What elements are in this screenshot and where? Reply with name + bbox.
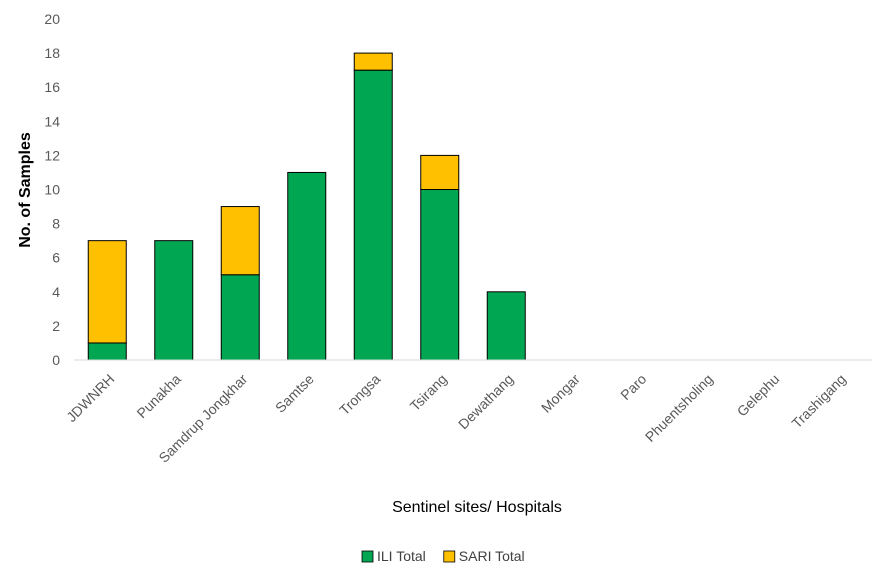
bar-sari-jdwnrh [87, 240, 127, 344]
legend-swatch [361, 550, 374, 563]
y-tick-label: 10 [44, 182, 60, 198]
x-tick-label: Trongsa [336, 371, 383, 418]
y-axis-ticks: 0 2 4 6 8 10 12 14 16 18 20 [44, 11, 60, 368]
bar-ili-tsirang [420, 189, 460, 361]
y-tick-label: 0 [52, 352, 60, 368]
bar-ili-jdwnrh [87, 342, 127, 361]
x-tick-label: Samtse [272, 371, 317, 416]
legend-swatch [443, 550, 456, 563]
bar-ili-samtse [287, 171, 327, 361]
x-tick-label: Gelephu [734, 371, 783, 420]
x-tick-label: Tsirang [407, 371, 450, 414]
x-tick-label: JDWNRH [63, 371, 117, 425]
y-tick-label: 20 [44, 11, 60, 27]
bar-sari-trongsa [353, 52, 393, 71]
y-tick-label: 16 [44, 79, 60, 95]
x-tick-label: Punakha [133, 371, 184, 422]
bar-sari-tsirang [420, 154, 460, 190]
y-tick-label: 12 [44, 147, 60, 163]
y-tick-label: 2 [52, 318, 60, 334]
legend-label: SARI Total [459, 548, 525, 564]
x-tick-label: Trashigang [788, 371, 848, 431]
bar-ili-samdrup-jongkhar [220, 274, 260, 361]
legend: ILI Total SARI Total [361, 548, 525, 564]
bar-sari-samdrup-jongkhar [220, 206, 260, 276]
x-tick-label: Paro [617, 371, 649, 403]
bars [87, 52, 526, 361]
bar-ili-dewathang [486, 291, 526, 361]
y-axis-title: No. of Samples [17, 132, 34, 248]
bar-ili-trongsa [353, 69, 393, 361]
y-tick-label: 18 [44, 45, 60, 61]
x-tick-label: Mongar [538, 371, 583, 416]
y-tick-label: 4 [52, 284, 60, 300]
y-tick-label: 14 [44, 113, 60, 129]
x-axis-title: Sentinel sites/ Hospitals [392, 499, 562, 516]
legend-label: ILI Total [377, 548, 426, 564]
y-tick-label: 6 [52, 250, 60, 266]
x-tick-label: Dewathang [455, 371, 516, 432]
bar-ili-punakha [154, 240, 194, 361]
y-tick-label: 8 [52, 216, 60, 232]
x-tick-label: Phuentsholing [642, 371, 716, 445]
